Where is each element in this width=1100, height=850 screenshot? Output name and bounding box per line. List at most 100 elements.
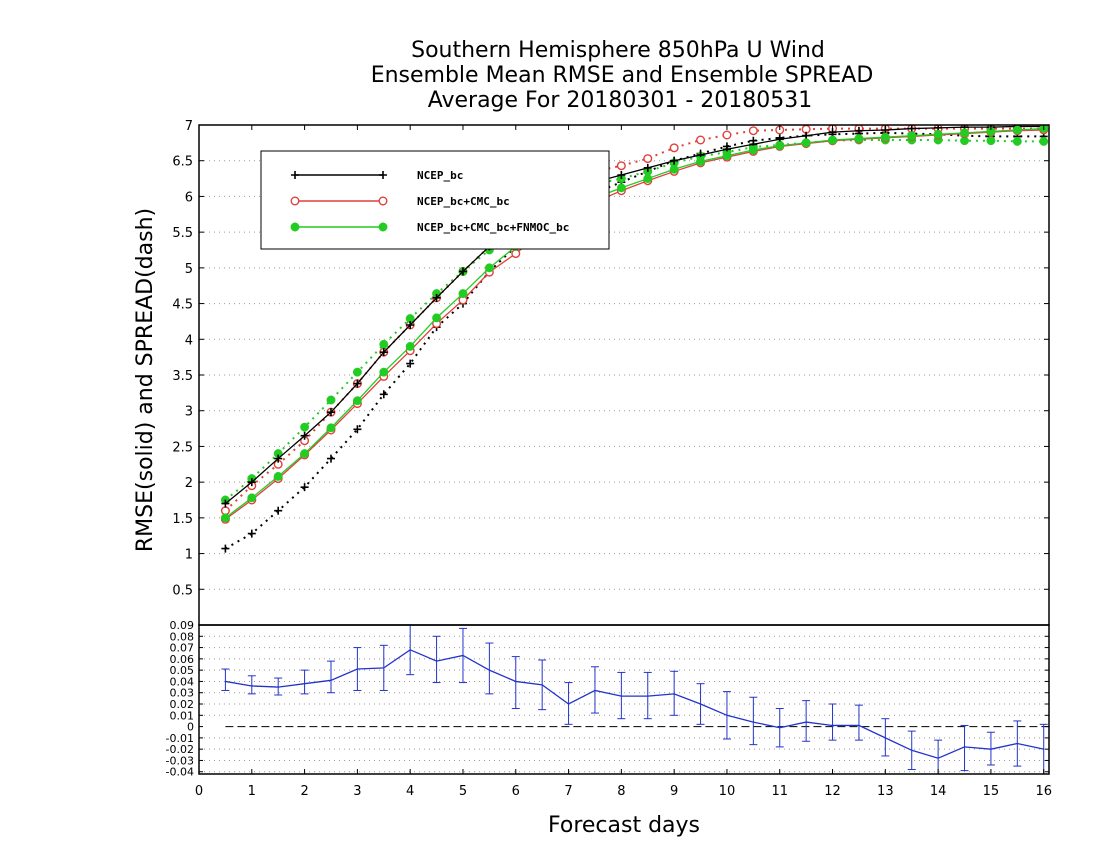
- spread-point: [300, 422, 310, 432]
- y-tick-label: 0.05: [170, 664, 195, 677]
- y-tick-label: 1: [185, 548, 193, 563]
- spread-point: [379, 390, 388, 399]
- x-tick-label: 4: [406, 784, 414, 799]
- y-tick-label: 4: [185, 333, 193, 348]
- rmse-point: [907, 131, 917, 141]
- rmse-point: [273, 471, 283, 481]
- x-tick-label: 1: [248, 784, 256, 799]
- rmse-point: [828, 135, 837, 145]
- y-tick-label: -0.04: [166, 766, 194, 779]
- x-tick-label: 10: [719, 784, 736, 799]
- rmse-point: [352, 396, 362, 406]
- rmse-point: [643, 163, 652, 172]
- title-line-1: Southern Hemisphere 850hPa U Wind: [411, 38, 825, 63]
- x-tick-label: 2: [300, 784, 308, 799]
- title-line-2: Ensemble Mean RMSE and Ensemble SPREAD: [371, 63, 874, 88]
- rmse-point: [326, 423, 336, 433]
- rmse-point: [643, 174, 653, 184]
- rmse-point: [484, 263, 494, 273]
- y-tick-label: 0: [187, 721, 194, 734]
- spread-point: [986, 136, 996, 146]
- y-tick-label: 6.5: [172, 155, 193, 170]
- x-tick-label: 12: [824, 784, 841, 799]
- legend-marker: [378, 196, 388, 206]
- spread-point: [353, 425, 362, 434]
- spread-point: [748, 126, 758, 136]
- y-tick-label: 0.07: [170, 642, 195, 655]
- spread-point: [274, 506, 283, 515]
- rmse-point: [1012, 125, 1022, 135]
- y-tick-label: 5.5: [172, 226, 193, 241]
- chart-title: Southern Hemisphere 850hPa U Wind Ensemb…: [371, 38, 874, 113]
- rmse-point: [854, 126, 863, 135]
- rmse-spread-panel: 0.5 1 1.5 2 2.5 3 3.5 4 4.5 5 5.5 6 6.5 7: [172, 119, 1050, 626]
- spread-point: [247, 529, 256, 538]
- spread-point: [1012, 136, 1022, 146]
- x-tick-label: 11: [771, 784, 788, 799]
- rmse-point: [432, 313, 442, 323]
- rmse-point: [458, 267, 467, 276]
- y-tick-label: 0.03: [170, 687, 195, 700]
- spread-point: [352, 367, 362, 377]
- difference-line: [225, 649, 1044, 759]
- rmse-point: [880, 132, 890, 142]
- rmse-point: [696, 156, 706, 166]
- rmse-point: [405, 341, 415, 351]
- legend-marker: [291, 171, 299, 179]
- rmse-point: [801, 138, 811, 148]
- legend-marker: [379, 171, 387, 179]
- rmse-point: [669, 164, 679, 174]
- difference-panel: -0.04-0.03-0.02-0.0100.010.020.030.040.0…: [166, 619, 1052, 799]
- spread-point: [1039, 136, 1049, 146]
- spread-point: [326, 395, 336, 405]
- spread-line-plus: [224, 131, 1044, 550]
- spread-point: [379, 339, 389, 349]
- rmse-point: [353, 379, 362, 388]
- x-tick-label: 5: [459, 784, 467, 799]
- legend-marker: [378, 222, 388, 232]
- spread-point: [221, 544, 230, 553]
- rmse-point: [670, 156, 679, 165]
- spread-point: [220, 506, 230, 516]
- x-tick-label: 9: [670, 784, 678, 799]
- spread-point: [669, 143, 679, 153]
- y-tick-label: 3: [185, 405, 193, 420]
- rmse-point: [247, 493, 257, 503]
- y-tick-label: 5: [185, 262, 193, 277]
- legend-box: [260, 150, 610, 250]
- bottom-panel-frame: [198, 624, 1050, 775]
- y-tick-label: 6: [185, 190, 193, 205]
- y-tick-label: 3.5: [172, 369, 193, 384]
- y-tick-label: 0.08: [170, 630, 195, 643]
- rmse-line-plus: [224, 125, 1044, 505]
- x-axis-label: Forecast days: [548, 813, 700, 838]
- y-tick-label: -0.01: [166, 732, 194, 745]
- rmse-point: [458, 289, 468, 299]
- y-tick-label: 2.5: [172, 440, 193, 455]
- rmse-point: [379, 348, 388, 357]
- title-line-3: Average For 20180301 - 20180531: [428, 88, 813, 113]
- x-tick-label: 7: [564, 784, 572, 799]
- spread-point: [696, 135, 706, 145]
- x-tick-label: 16: [1035, 784, 1052, 799]
- legend: NCEP_bc NCEP_bc+CMC_bc NCEP_bc+CMC_bc+FNMO…: [260, 150, 610, 250]
- x-tick-label: 0: [195, 784, 203, 799]
- y-tick-label: 0.01: [170, 709, 195, 722]
- rmse-point: [300, 431, 309, 440]
- x-tick-label: 8: [617, 784, 625, 799]
- rmse-point: [616, 183, 626, 193]
- rmse-point: [907, 125, 916, 133]
- y-tick-label: 0.02: [170, 698, 195, 711]
- x-tick-label: 6: [512, 784, 520, 799]
- spread-point: [616, 161, 626, 171]
- y-tick-label: -0.02: [166, 743, 194, 756]
- rmse-point: [748, 145, 758, 155]
- x-tick-label: 15: [983, 784, 1000, 799]
- rmse-point: [960, 128, 969, 138]
- rmse-point: [221, 499, 230, 508]
- rmse-point: [326, 408, 335, 417]
- y-tick-label: 0.09: [170, 619, 195, 632]
- x-tick-label: 13: [877, 784, 894, 799]
- rmse-point: [854, 134, 864, 144]
